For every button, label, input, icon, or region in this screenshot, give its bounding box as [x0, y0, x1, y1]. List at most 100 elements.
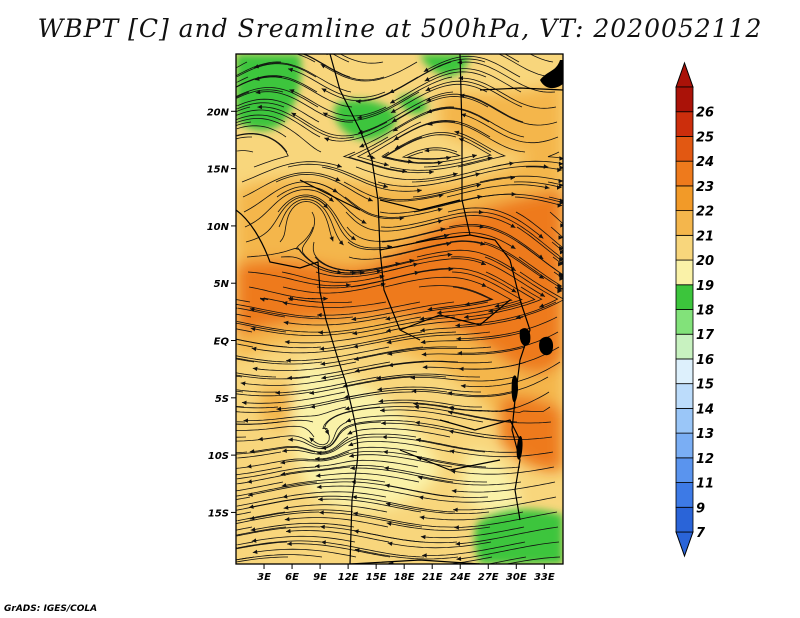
streamline-arrowhead [284, 340, 290, 345]
streamline [412, 177, 516, 198]
streamline [455, 301, 557, 327]
streamline [236, 125, 287, 138]
streamline-arrowhead [376, 375, 382, 380]
streamline-arrowhead [309, 390, 315, 395]
streamline-arrowhead [309, 437, 315, 443]
lat-tick-label: 20N [207, 107, 230, 118]
streamline [421, 346, 526, 355]
lon-tick-label: 3E [257, 572, 271, 583]
streamline [387, 541, 492, 549]
streamline [237, 102, 285, 110]
streamline [450, 256, 546, 297]
streamline-arrowhead [386, 521, 392, 526]
streamline [295, 54, 316, 63]
streamline [449, 450, 554, 458]
streamline [422, 541, 526, 556]
colorbar-swatch [675, 136, 694, 162]
streamline [411, 162, 515, 183]
lat-tick-label: EQ [214, 337, 230, 348]
streamline-arrowhead [420, 328, 425, 333]
streamline-arrowhead [390, 99, 396, 104]
streamline-arrowhead [321, 540, 326, 545]
streamline [252, 548, 357, 558]
streamline [390, 83, 488, 114]
streamline-arrowhead [230, 356, 235, 360]
streamline [236, 313, 252, 318]
colorbar-label: 18 [696, 304, 714, 319]
country-borders [236, 54, 563, 564]
streamline [319, 512, 423, 528]
streamline-arrowhead [316, 450, 322, 456]
streamline [416, 439, 520, 453]
streamline [424, 68, 522, 93]
streamline-arrowhead [250, 326, 256, 332]
streamline [384, 484, 489, 498]
streamline-arrowhead [451, 488, 457, 494]
streamline [236, 299, 251, 303]
streamline-arrowhead [354, 529, 359, 534]
streamline-arrowhead [276, 406, 282, 411]
streamline [249, 436, 349, 453]
streamline [446, 184, 550, 198]
colorbar-label: 12 [696, 452, 714, 467]
streamline-arrowhead [488, 308, 494, 314]
streamline [418, 285, 494, 306]
streamline [247, 271, 351, 287]
streamline-arrowhead [354, 356, 359, 361]
streamline [448, 430, 553, 440]
streamline [353, 530, 458, 544]
streamline [321, 166, 422, 192]
streamline-arrowhead [448, 405, 453, 411]
streamline-arrowhead [538, 274, 544, 279]
streamline [381, 225, 485, 243]
streamline-arrowhead [402, 168, 408, 174]
streamline-arrowhead [558, 262, 563, 267]
streamline-arrowhead [385, 502, 391, 507]
streamline [389, 157, 493, 171]
streamline-arrowhead [351, 316, 357, 322]
streamline [378, 399, 482, 408]
streamline-arrowhead [437, 207, 443, 212]
streamline-arrowhead [559, 183, 563, 188]
streamline-arrowhead [230, 110, 235, 114]
streamline-arrowhead [280, 460, 286, 465]
streamline-arrowhead [254, 76, 260, 81]
streamline [321, 420, 416, 449]
streamline [414, 406, 518, 423]
streamline [426, 93, 524, 123]
streamline-arrowhead [417, 475, 423, 480]
streamline [236, 121, 252, 126]
streamline-arrowhead [395, 262, 401, 267]
streamline [388, 361, 493, 366]
streamline [344, 402, 449, 410]
streamline [236, 526, 253, 531]
streamline [276, 185, 367, 224]
streamline-arrowhead [392, 127, 398, 132]
colorbar-swatch [675, 432, 694, 459]
streamline-arrowhead [367, 197, 373, 202]
streamline [248, 495, 353, 508]
streamline-arrowhead [446, 155, 451, 161]
colorbar-swatch [675, 358, 694, 385]
streamline-arrowhead [424, 148, 430, 153]
colorbar: 7 9 11 12 13 14 15 16 17 18 19 20 21 22 23 24 25 26 [675, 61, 715, 558]
lat-tick-label: 10N [207, 222, 230, 233]
streamline [504, 54, 520, 63]
streamline [288, 421, 382, 450]
streamline-arrowhead [558, 178, 563, 184]
streamline [426, 107, 525, 138]
streamline-arrowhead [287, 541, 292, 546]
streamline-arrowhead [231, 121, 236, 125]
streamline-arrowhead [246, 464, 252, 469]
streamline-arrowhead [494, 303, 500, 308]
streamline-arrowhead [558, 161, 563, 166]
streamline [420, 526, 525, 539]
streamline [315, 472, 420, 483]
streamline [547, 151, 563, 159]
streamline [413, 193, 517, 213]
streamline-arrowhead [232, 452, 237, 456]
streamline-arrowhead [332, 188, 338, 193]
streamline-arrowhead [387, 351, 393, 356]
streamline [236, 136, 252, 140]
streamline-arrowhead [557, 167, 562, 173]
